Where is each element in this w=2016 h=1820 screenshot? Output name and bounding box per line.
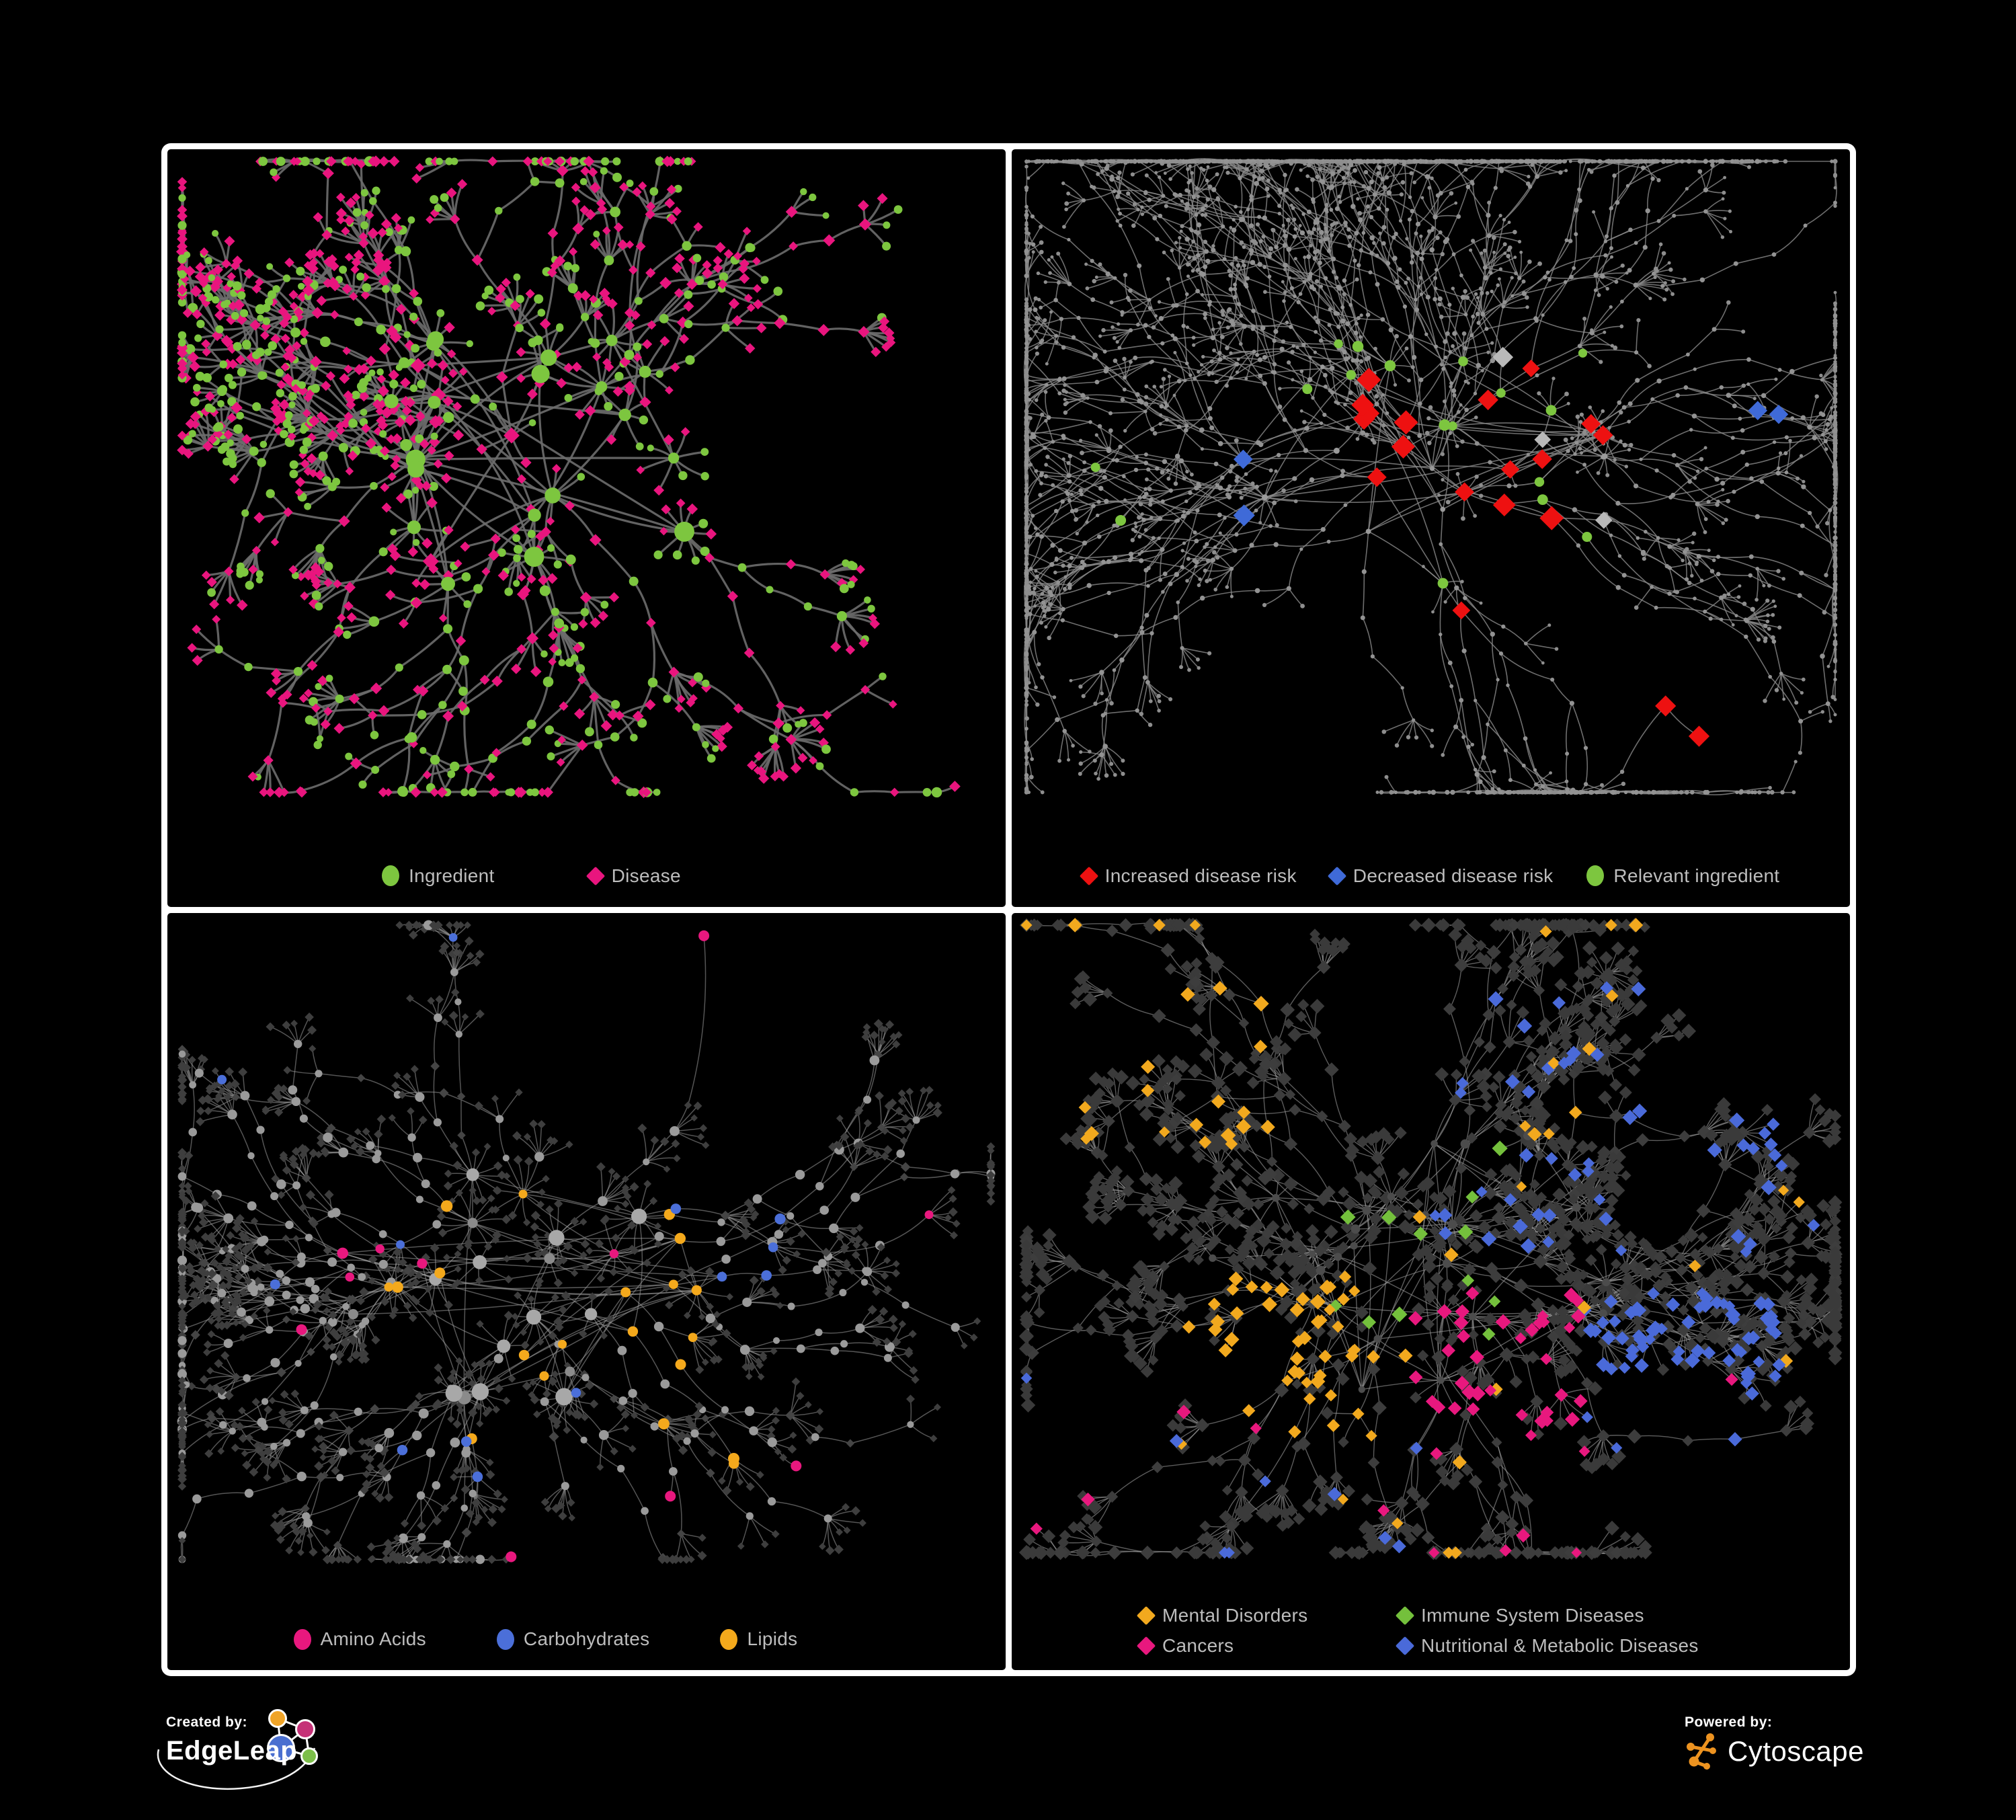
legend-item: Nutritional & Metabolic Diseases bbox=[1395, 1635, 1699, 1657]
legend-item: Decreased disease risk bbox=[1327, 865, 1554, 887]
legend-label: Relevant ingredient bbox=[1613, 865, 1780, 886]
circle-marker-icon bbox=[496, 1628, 514, 1650]
legend-item: Amino Acids bbox=[293, 1628, 426, 1650]
legend-label: Amino Acids bbox=[320, 1628, 426, 1649]
ingredient-disease-network bbox=[175, 155, 961, 799]
diamond-marker-icon bbox=[1327, 866, 1346, 885]
legend-label: Immune System Diseases bbox=[1421, 1605, 1644, 1626]
legend-disease-risk: Increased disease risk Decreased disease … bbox=[1012, 865, 1850, 887]
legend-item: Increased disease risk bbox=[1079, 865, 1297, 887]
legend-item: Immune System Diseases bbox=[1395, 1605, 1699, 1626]
cytoscape-logo-icon bbox=[1687, 1733, 1716, 1770]
diamond-marker-icon bbox=[1395, 1606, 1415, 1626]
legend-label: Ingredient bbox=[409, 865, 495, 886]
legend-item: Lipids bbox=[720, 1628, 797, 1650]
legend-item: Relevant ingredient bbox=[1586, 865, 1779, 887]
edgeleap-node-green bbox=[300, 1747, 318, 1765]
panel-grid: Ingredient Disease Increased disease risk… bbox=[161, 143, 1856, 1676]
nutrient-classes-network bbox=[177, 920, 996, 1565]
panel-disease-classes: Mental Disorders Immune System Diseases Ca… bbox=[1012, 912, 1850, 1670]
edgeleap-wordmark: EdgeLeap bbox=[166, 1736, 298, 1766]
legend-row: Amino Acids Carbohydrates Lipids bbox=[293, 1628, 798, 1650]
diamond-marker-icon bbox=[1395, 1636, 1415, 1656]
diamond-marker-icon bbox=[1136, 1606, 1156, 1626]
cytoscape-wordmark: Cytoscape bbox=[1728, 1735, 1864, 1767]
edgeleap-node-magenta bbox=[295, 1719, 315, 1739]
legend-label: Decreased disease risk bbox=[1353, 865, 1554, 886]
disease-classes-network bbox=[1019, 917, 1843, 1560]
legend-label: Increased disease risk bbox=[1104, 865, 1297, 886]
legend-label: Disease bbox=[611, 865, 681, 886]
cytoscape-branding: Powered by: Cytoscape bbox=[1685, 1714, 1864, 1771]
disease-risk-network bbox=[1023, 158, 1839, 795]
legend-label: Mental Disorders bbox=[1162, 1605, 1308, 1626]
edgeleap-logo-icon bbox=[157, 1709, 318, 1790]
legend-disease-classes: Mental Disorders Immune System Diseases Ca… bbox=[1012, 1605, 1850, 1657]
diamond-marker-icon bbox=[1136, 1636, 1156, 1656]
legend-nutrient-classes: Amino Acids Carbohydrates Lipids bbox=[167, 1628, 1006, 1650]
legend-row: Increased disease risk Decreased disease … bbox=[1079, 865, 1780, 887]
circle-marker-icon bbox=[1586, 865, 1605, 886]
legend-label: Lipids bbox=[747, 1628, 798, 1649]
legend-ingredient-disease: Ingredient Disease bbox=[167, 865, 1006, 887]
panel-disease-risk: Increased disease risk Decreased disease … bbox=[1012, 149, 1850, 907]
powered-by-label: Powered by: bbox=[1685, 1714, 1773, 1730]
panel-ingredient-disease: Ingredient Disease bbox=[167, 149, 1006, 907]
circle-marker-icon bbox=[293, 1628, 311, 1650]
legend-label: Carbohydrates bbox=[523, 1628, 650, 1649]
legend-item: Mental Disorders bbox=[1136, 1605, 1398, 1626]
edgeleap-node-blue bbox=[267, 1734, 295, 1762]
legend-label: Nutritional & Metabolic Diseases bbox=[1421, 1635, 1699, 1656]
edgeleap-branding: Created by: EdgeLeap bbox=[166, 1714, 297, 1766]
circle-marker-icon bbox=[720, 1628, 738, 1650]
diamond-marker-icon bbox=[1079, 866, 1098, 885]
circle-marker-icon bbox=[382, 865, 400, 886]
legend-label: Cancers bbox=[1162, 1635, 1234, 1656]
legend-item: Disease bbox=[586, 865, 681, 887]
created-by-label: Created by: bbox=[166, 1714, 248, 1730]
legend-item: Ingredient bbox=[382, 865, 495, 887]
legend-item: Carbohydrates bbox=[496, 1628, 650, 1650]
edgeleap-node-orange bbox=[268, 1709, 287, 1728]
diamond-marker-icon bbox=[586, 866, 605, 885]
legend-row: Ingredient Disease bbox=[382, 865, 681, 887]
panel-nutrient-classes: Amino Acids Carbohydrates Lipids bbox=[167, 912, 1006, 1670]
legend-item: Cancers bbox=[1136, 1635, 1398, 1657]
